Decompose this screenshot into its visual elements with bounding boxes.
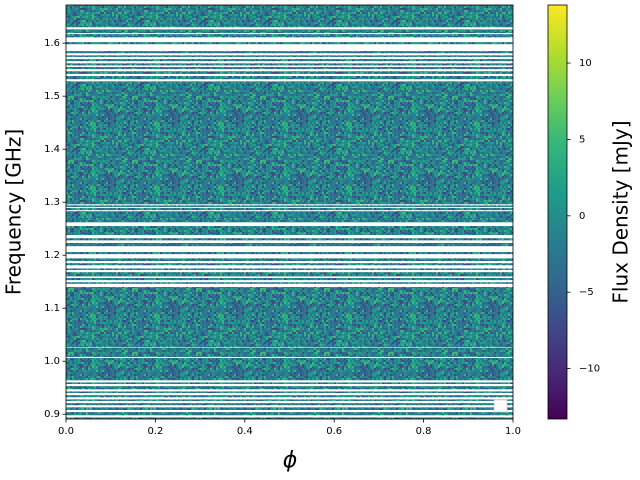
masked-bands xyxy=(66,27,513,418)
y-axis-label: Frequency [GHz] xyxy=(2,129,26,295)
masked-band xyxy=(66,210,513,212)
masked-band xyxy=(66,261,513,264)
masked-band xyxy=(66,400,513,404)
heatmap-image xyxy=(66,5,513,419)
masked-band xyxy=(66,246,513,253)
legend-box xyxy=(493,399,508,413)
x-axis-label: ϕ xyxy=(283,448,298,473)
masked-band xyxy=(66,240,513,244)
masked-band xyxy=(66,283,513,288)
masked-band xyxy=(66,27,513,30)
masked-band xyxy=(66,409,513,413)
y-tick-label: 1.1 xyxy=(44,303,60,314)
masked-band xyxy=(66,61,513,64)
y-tick-label: 0.9 xyxy=(44,409,60,420)
colorbar-tick-label: 0 xyxy=(579,211,585,222)
masked-band xyxy=(66,276,513,278)
masked-band xyxy=(66,79,513,82)
colorbar-tick-label: 5 xyxy=(579,134,585,145)
masked-band xyxy=(66,265,513,269)
masked-band xyxy=(66,384,513,387)
masked-band xyxy=(66,347,513,348)
masked-band xyxy=(66,73,513,77)
y-tick-label: 1.5 xyxy=(44,91,60,102)
masked-band xyxy=(66,380,513,383)
masked-band xyxy=(66,270,513,273)
masked-band xyxy=(66,206,513,209)
x-tick-label: 0.6 xyxy=(326,426,342,437)
masked-band xyxy=(66,56,513,60)
masked-band xyxy=(66,44,513,52)
masked-band xyxy=(66,69,513,72)
masked-band xyxy=(66,235,513,239)
masked-band xyxy=(66,254,513,259)
y-tick-label: 1.2 xyxy=(44,250,60,261)
masked-band xyxy=(66,389,513,392)
masked-band xyxy=(66,393,513,396)
masked-band xyxy=(66,53,513,56)
plot-frame xyxy=(65,4,514,420)
y-tick-label: 1.6 xyxy=(44,38,60,49)
masked-band xyxy=(66,397,513,400)
masked-band xyxy=(66,405,513,408)
colorbar-label: Flux Density [mJy] xyxy=(609,120,633,303)
masked-band xyxy=(66,65,513,68)
y-tick-label: 1.4 xyxy=(44,144,60,155)
masked-band xyxy=(66,204,513,206)
x-tick-label: 0.0 xyxy=(58,426,74,437)
colorbar-tick-label: −5 xyxy=(579,287,594,298)
x-tick-label: 0.2 xyxy=(147,426,163,437)
masked-band xyxy=(66,356,513,359)
masked-band xyxy=(66,33,513,35)
masked-band xyxy=(66,222,513,227)
masked-band xyxy=(66,280,513,283)
masked-band xyxy=(66,37,513,43)
colorbar-tick-label: −10 xyxy=(579,364,600,375)
y-tick-label: 1.3 xyxy=(44,197,60,208)
colorbar xyxy=(547,4,568,420)
colorbar-tick-label: 10 xyxy=(579,58,592,69)
x-tick-label: 0.8 xyxy=(416,426,432,437)
x-tick-label: 1.0 xyxy=(505,426,521,437)
masked-band xyxy=(66,415,513,418)
y-tick-label: 1.0 xyxy=(44,356,60,367)
x-tick-label: 0.4 xyxy=(237,426,253,437)
